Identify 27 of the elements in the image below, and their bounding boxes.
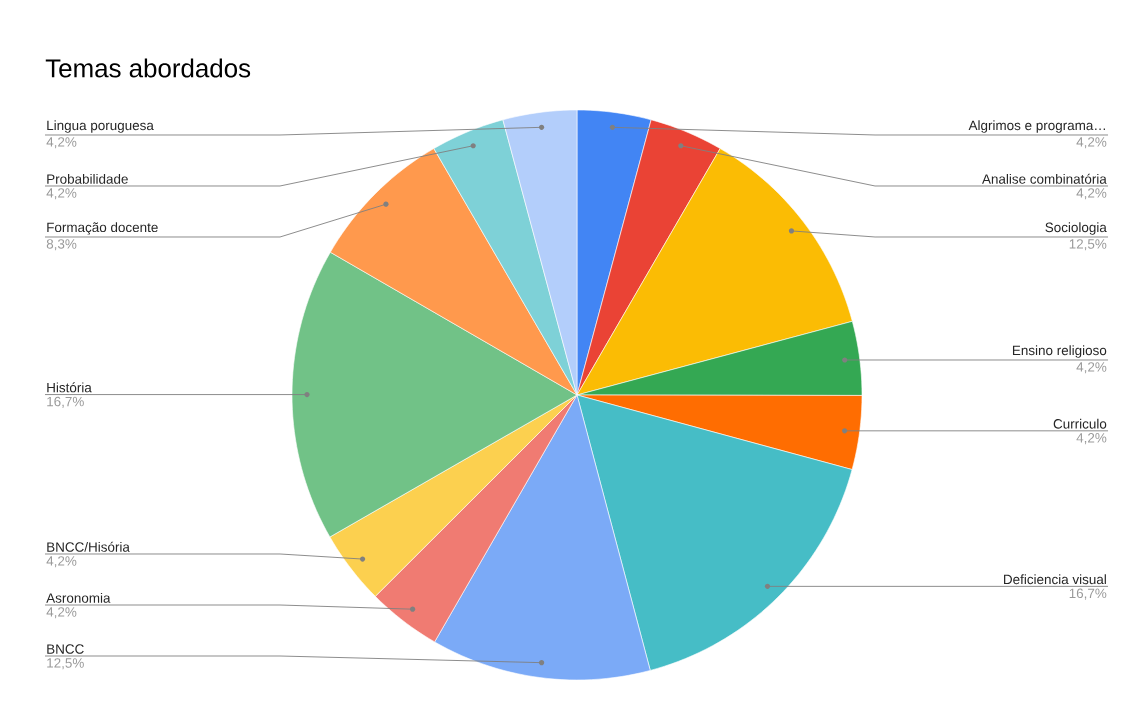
slice-label: Ensino religioso [1012, 345, 1107, 358]
data-label: 8,3% [46, 239, 77, 251]
data-label: 12,5% [1069, 239, 1107, 251]
slice-label: Probabilidade [47, 173, 128, 184]
slice-label: Asronomia [46, 592, 111, 603]
data-label: 12,5% [47, 658, 84, 670]
data-label: 4,2% [1076, 362, 1107, 374]
data-label: 4,2% [1076, 137, 1107, 149]
data-label: 4,2% [46, 188, 77, 200]
data-label: 16,7% [1069, 588, 1107, 600]
data-label: 4,2% [1076, 188, 1107, 200]
data-label: 4,2% [1076, 433, 1107, 445]
slice-label: Algrimos e programa… [968, 120, 1105, 133]
data-label: 4,2% [46, 556, 77, 568]
data-label: 4,2% [46, 137, 77, 149]
data-label: 4,2% [46, 607, 77, 619]
slice-label: BNCC/Hisória [47, 541, 130, 552]
chart-title: Temas abordados [45, 58, 251, 78]
slice-label: Curriculo [1053, 418, 1107, 429]
slice-label: História [47, 382, 92, 393]
slice-label: Deficiencia visual [1004, 574, 1106, 585]
slice-label: Analise combinatória [982, 173, 1107, 184]
slice-label: BNCC [47, 644, 84, 654]
data-label: 16,7% [47, 396, 84, 408]
slice-label: Lingua poruguesa [47, 120, 154, 133]
slice-label: Formação docente [47, 222, 158, 235]
slice-label: Sociologia [1045, 222, 1107, 235]
